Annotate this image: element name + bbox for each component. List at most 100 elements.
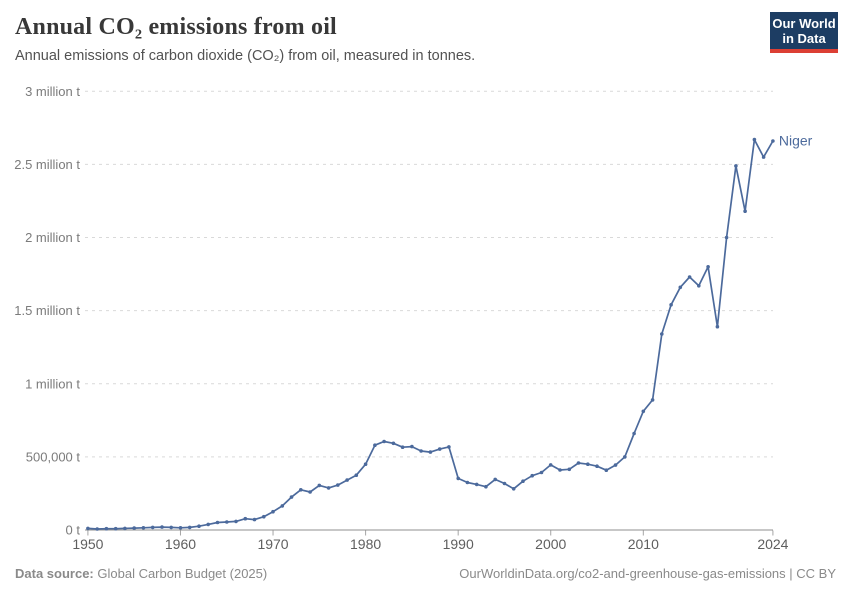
- x-tick-label: 2010: [628, 536, 659, 552]
- data-point[interactable]: [104, 526, 109, 531]
- data-point[interactable]: [595, 464, 599, 469]
- data-point[interactable]: [373, 443, 377, 448]
- data-point[interactable]: [400, 445, 405, 450]
- data-point[interactable]: [604, 468, 609, 473]
- x-tick-label: 2024: [757, 536, 788, 552]
- data-point[interactable]: [734, 164, 738, 168]
- data-point[interactable]: [345, 478, 349, 482]
- data-point[interactable]: [613, 463, 618, 467]
- data-point[interactable]: [558, 468, 562, 472]
- data-point[interactable]: [660, 332, 664, 336]
- data-point[interactable]: [632, 431, 636, 436]
- footer-link[interactable]: OurWorldinData.org/co2-and-greenhouse-ga…: [459, 566, 836, 581]
- data-point[interactable]: [113, 526, 118, 531]
- data-point[interactable]: [576, 461, 581, 465]
- data-point[interactable]: [539, 470, 544, 475]
- data-point[interactable]: [678, 285, 683, 290]
- emissions-line[interactable]: [87, 138, 774, 530]
- data-point[interactable]: [465, 480, 470, 485]
- data-point[interactable]: [363, 462, 368, 467]
- y-tick-label: 1 million t: [25, 376, 80, 391]
- data-point[interactable]: [410, 444, 414, 449]
- y-tick-label: 500,000 t: [26, 449, 81, 464]
- data-point[interactable]: [299, 488, 303, 492]
- data-point[interactable]: [252, 517, 257, 522]
- y-tick-label: 1.5 million t: [14, 303, 80, 318]
- data-point[interactable]: [715, 324, 720, 329]
- data-point[interactable]: [317, 483, 322, 488]
- chart-subtitle: Annual emissions of carbon dioxide (CO₂)…: [15, 48, 476, 64]
- data-point[interactable]: [215, 520, 220, 525]
- data-point[interactable]: [262, 514, 266, 519]
- data-point[interactable]: [169, 525, 173, 530]
- data-point[interactable]: [187, 525, 192, 530]
- data-point[interactable]: [428, 450, 433, 454]
- data-point[interactable]: [474, 482, 479, 487]
- data-point[interactable]: [391, 441, 396, 446]
- x-tick-label: 1950: [72, 536, 103, 552]
- data-point[interactable]: [243, 516, 248, 521]
- data-point[interactable]: [771, 139, 775, 143]
- data-point[interactable]: [502, 481, 507, 486]
- data-point[interactable]: [437, 447, 442, 451]
- data-point[interactable]: [706, 265, 710, 269]
- data-source-label: Data source:: [15, 566, 94, 581]
- data-point[interactable]: [354, 473, 359, 478]
- chart-header: Annual CO₂ emissions from oil Annual emi…: [15, 14, 750, 64]
- y-tick-label: 0 t: [66, 523, 81, 538]
- x-tick-label: 1960: [165, 536, 196, 552]
- data-point[interactable]: [669, 303, 673, 307]
- data-point[interactable]: [530, 473, 534, 478]
- data-source-value: Global Carbon Budget (2025): [97, 566, 268, 581]
- data-point[interactable]: [141, 526, 146, 530]
- data-point[interactable]: [280, 504, 285, 508]
- data-point[interactable]: [234, 519, 238, 524]
- data-point[interactable]: [687, 275, 692, 279]
- data-point[interactable]: [123, 526, 127, 531]
- data-point[interactable]: [586, 462, 590, 467]
- data-point[interactable]: [521, 479, 525, 484]
- entity-label[interactable]: Niger: [779, 133, 813, 149]
- data-point[interactable]: [150, 525, 155, 530]
- data-point[interactable]: [206, 522, 210, 527]
- data-point[interactable]: [567, 467, 572, 472]
- data-point[interactable]: [289, 495, 294, 499]
- data-point[interactable]: [761, 155, 766, 159]
- data-point[interactable]: [511, 487, 516, 491]
- data-point[interactable]: [86, 526, 90, 531]
- data-source: Data source: Global Carbon Budget (2025): [15, 566, 267, 581]
- owid-logo-line2: in Data: [782, 31, 826, 46]
- x-tick-label: 1980: [350, 536, 381, 552]
- data-point[interactable]: [271, 509, 275, 514]
- data-point[interactable]: [641, 409, 646, 414]
- data-point[interactable]: [225, 520, 229, 524]
- data-point[interactable]: [724, 235, 729, 240]
- data-point[interactable]: [493, 477, 498, 482]
- data-point[interactable]: [178, 526, 183, 530]
- owid-logo[interactable]: Our World in Data: [770, 12, 838, 53]
- data-point[interactable]: [752, 137, 757, 142]
- x-tick-label: 1970: [257, 536, 288, 552]
- data-point[interactable]: [132, 526, 136, 530]
- data-point[interactable]: [623, 455, 627, 459]
- data-point[interactable]: [419, 449, 423, 453]
- data-point[interactable]: [308, 490, 312, 494]
- owid-logo-line1: Our World: [772, 16, 836, 31]
- data-point[interactable]: [743, 209, 747, 213]
- data-point[interactable]: [548, 463, 553, 467]
- data-point[interactable]: [456, 476, 461, 481]
- x-tick-label: 2000: [535, 536, 566, 552]
- data-point[interactable]: [382, 439, 386, 444]
- data-point[interactable]: [336, 483, 340, 487]
- data-point[interactable]: [447, 445, 451, 449]
- data-point[interactable]: [160, 525, 164, 529]
- data-point[interactable]: [326, 486, 331, 490]
- data-point[interactable]: [650, 398, 655, 402]
- chart-title: Annual CO₂ emissions from oil: [15, 14, 337, 40]
- data-point[interactable]: [484, 484, 488, 489]
- data-point[interactable]: [197, 524, 201, 528]
- data-point[interactable]: [697, 284, 701, 288]
- data-point[interactable]: [95, 527, 99, 531]
- chart-footer: Data source: Global Carbon Budget (2025)…: [15, 566, 836, 581]
